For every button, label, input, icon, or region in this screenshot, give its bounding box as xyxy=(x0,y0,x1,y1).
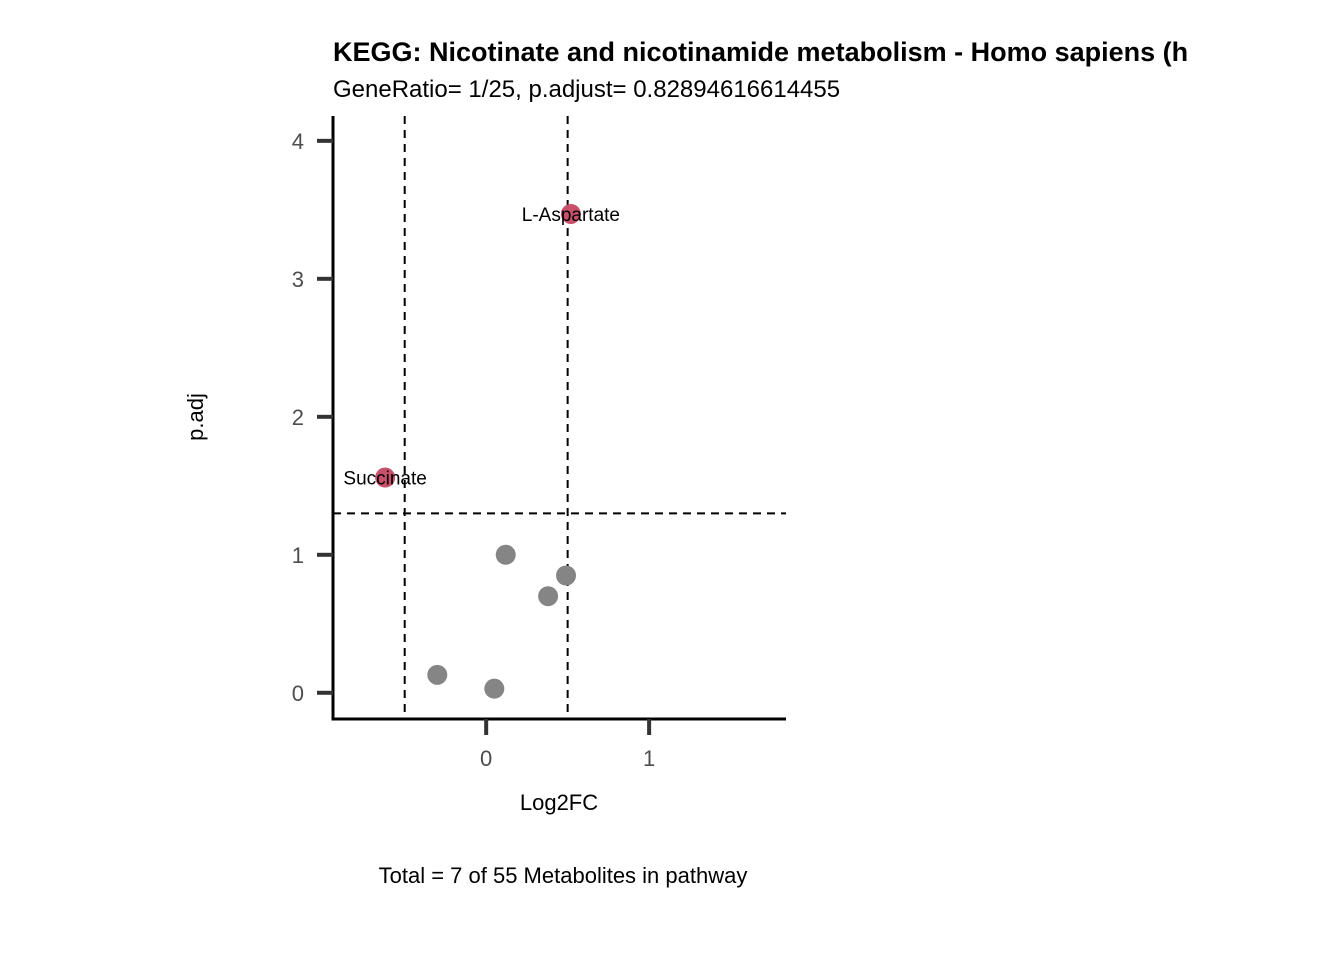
y-axis-title: p.adj xyxy=(183,393,208,441)
data-point-4 xyxy=(538,586,559,607)
y-tick-label-4: 4 xyxy=(292,129,304,154)
chart-subtitle: GeneRatio= 1/25, p.adjust= 0.82894616614… xyxy=(333,76,840,103)
point-label-0: L-Aspartate xyxy=(522,205,620,226)
axes: 0 1 2 3 4 0 1 xyxy=(292,116,786,771)
x-tick-label-0: 0 xyxy=(480,746,492,771)
data-point-0 xyxy=(560,203,581,224)
data-points xyxy=(375,203,581,699)
y-tick-label-1: 1 xyxy=(292,543,304,568)
chart-title: KEGG: Nicotinate and nicotinamide metabo… xyxy=(333,37,1188,67)
data-point-1 xyxy=(375,467,396,488)
y-tick-label-3: 3 xyxy=(292,267,304,292)
y-tick-label-2: 2 xyxy=(292,405,304,430)
data-point-2 xyxy=(495,544,516,565)
data-point-5 xyxy=(427,664,448,685)
point-label-1: Succinate xyxy=(343,469,426,490)
x-tick-label-1: 1 xyxy=(643,746,655,771)
data-point-6 xyxy=(484,678,505,699)
chart-caption: Total = 7 of 55 Metabolites in pathway xyxy=(379,863,748,888)
data-point-3 xyxy=(556,565,577,586)
y-tick-label-0: 0 xyxy=(292,681,304,706)
point-labels: L-Aspartate Succinate xyxy=(343,205,620,490)
x-axis-title: Log2FC xyxy=(520,790,598,815)
